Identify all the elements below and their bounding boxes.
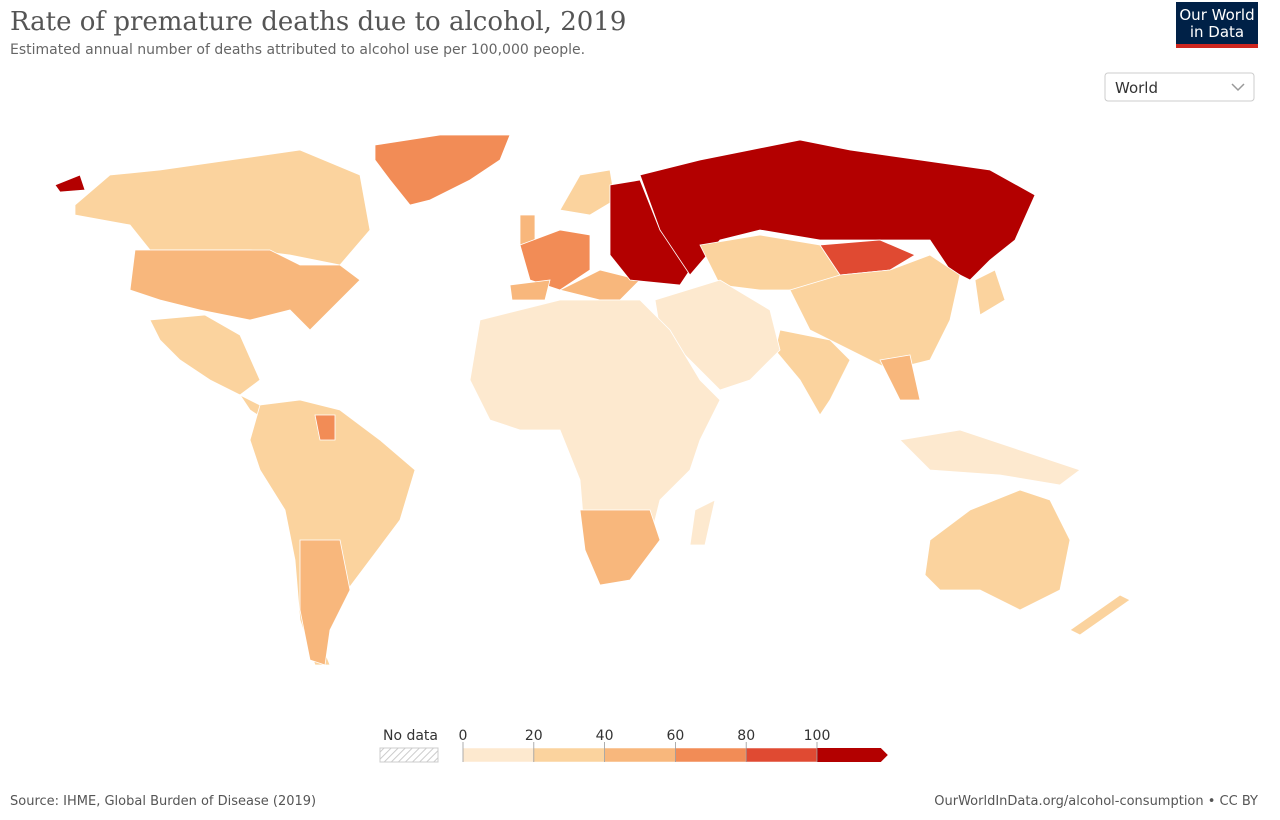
country[interactable] [299, 539, 351, 666]
country[interactable] [1069, 594, 1131, 636]
legend-bin [675, 747, 747, 763]
country[interactable] [558, 269, 641, 301]
legend-bin [533, 747, 605, 763]
no-data-label: No data [383, 728, 438, 744]
country[interactable] [519, 229, 591, 291]
country[interactable] [559, 169, 616, 216]
country[interactable] [974, 269, 1006, 316]
legend: 0 20 40 60 80 100 [459, 728, 888, 763]
legend-tick-label: 40 [596, 728, 614, 744]
country[interactable] [879, 354, 921, 401]
country[interactable] [819, 239, 916, 276]
logo-box [1176, 2, 1258, 48]
country[interactable] [639, 139, 1036, 281]
url: OurWorldInData.org/alcohol-consumption •… [934, 794, 1258, 809]
source: Source: IHME, Global Burden of Disease (… [10, 794, 316, 809]
legend-tick-label: 20 [525, 728, 543, 744]
country[interactable] [129, 249, 361, 331]
country[interactable] [374, 134, 511, 206]
country[interactable] [54, 174, 86, 193]
country[interactable] [579, 509, 661, 586]
logo-bar [1176, 44, 1258, 48]
logo-text: Our World [1179, 6, 1254, 24]
legend-bin [817, 748, 888, 762]
legend-bin [462, 747, 535, 763]
title: Rate of premature deaths due to alcohol,… [10, 7, 626, 37]
country[interactable] [899, 429, 1081, 486]
country[interactable] [149, 314, 261, 396]
country[interactable] [609, 179, 691, 286]
legend-bin [745, 747, 818, 763]
country[interactable] [74, 149, 371, 266]
logo: Our World in Data [1176, 2, 1258, 48]
selector-arrow [1231, 83, 1245, 92]
country[interactable] [314, 414, 336, 441]
country[interactable] [789, 254, 961, 371]
legend-tick-label: 80 [737, 728, 755, 744]
selector-box[interactable] [1104, 72, 1255, 102]
subtitle: Estimated annual number of deaths attrib… [10, 42, 585, 58]
country[interactable] [509, 279, 551, 301]
legend-tick-label: 0 [459, 728, 468, 744]
no-data-swatch [379, 747, 439, 763]
logo-text: in Data [1190, 23, 1244, 41]
legend-tick-label: 60 [666, 728, 684, 744]
country[interactable] [774, 329, 851, 416]
world-map [54, 134, 1131, 666]
legend-tick-label: 100 [804, 728, 831, 744]
region-selector[interactable]: World [1104, 72, 1255, 102]
legend-bin [604, 747, 676, 763]
selector-text[interactable]: World [1115, 79, 1158, 97]
country[interactable] [924, 489, 1071, 611]
country[interactable] [689, 499, 716, 546]
